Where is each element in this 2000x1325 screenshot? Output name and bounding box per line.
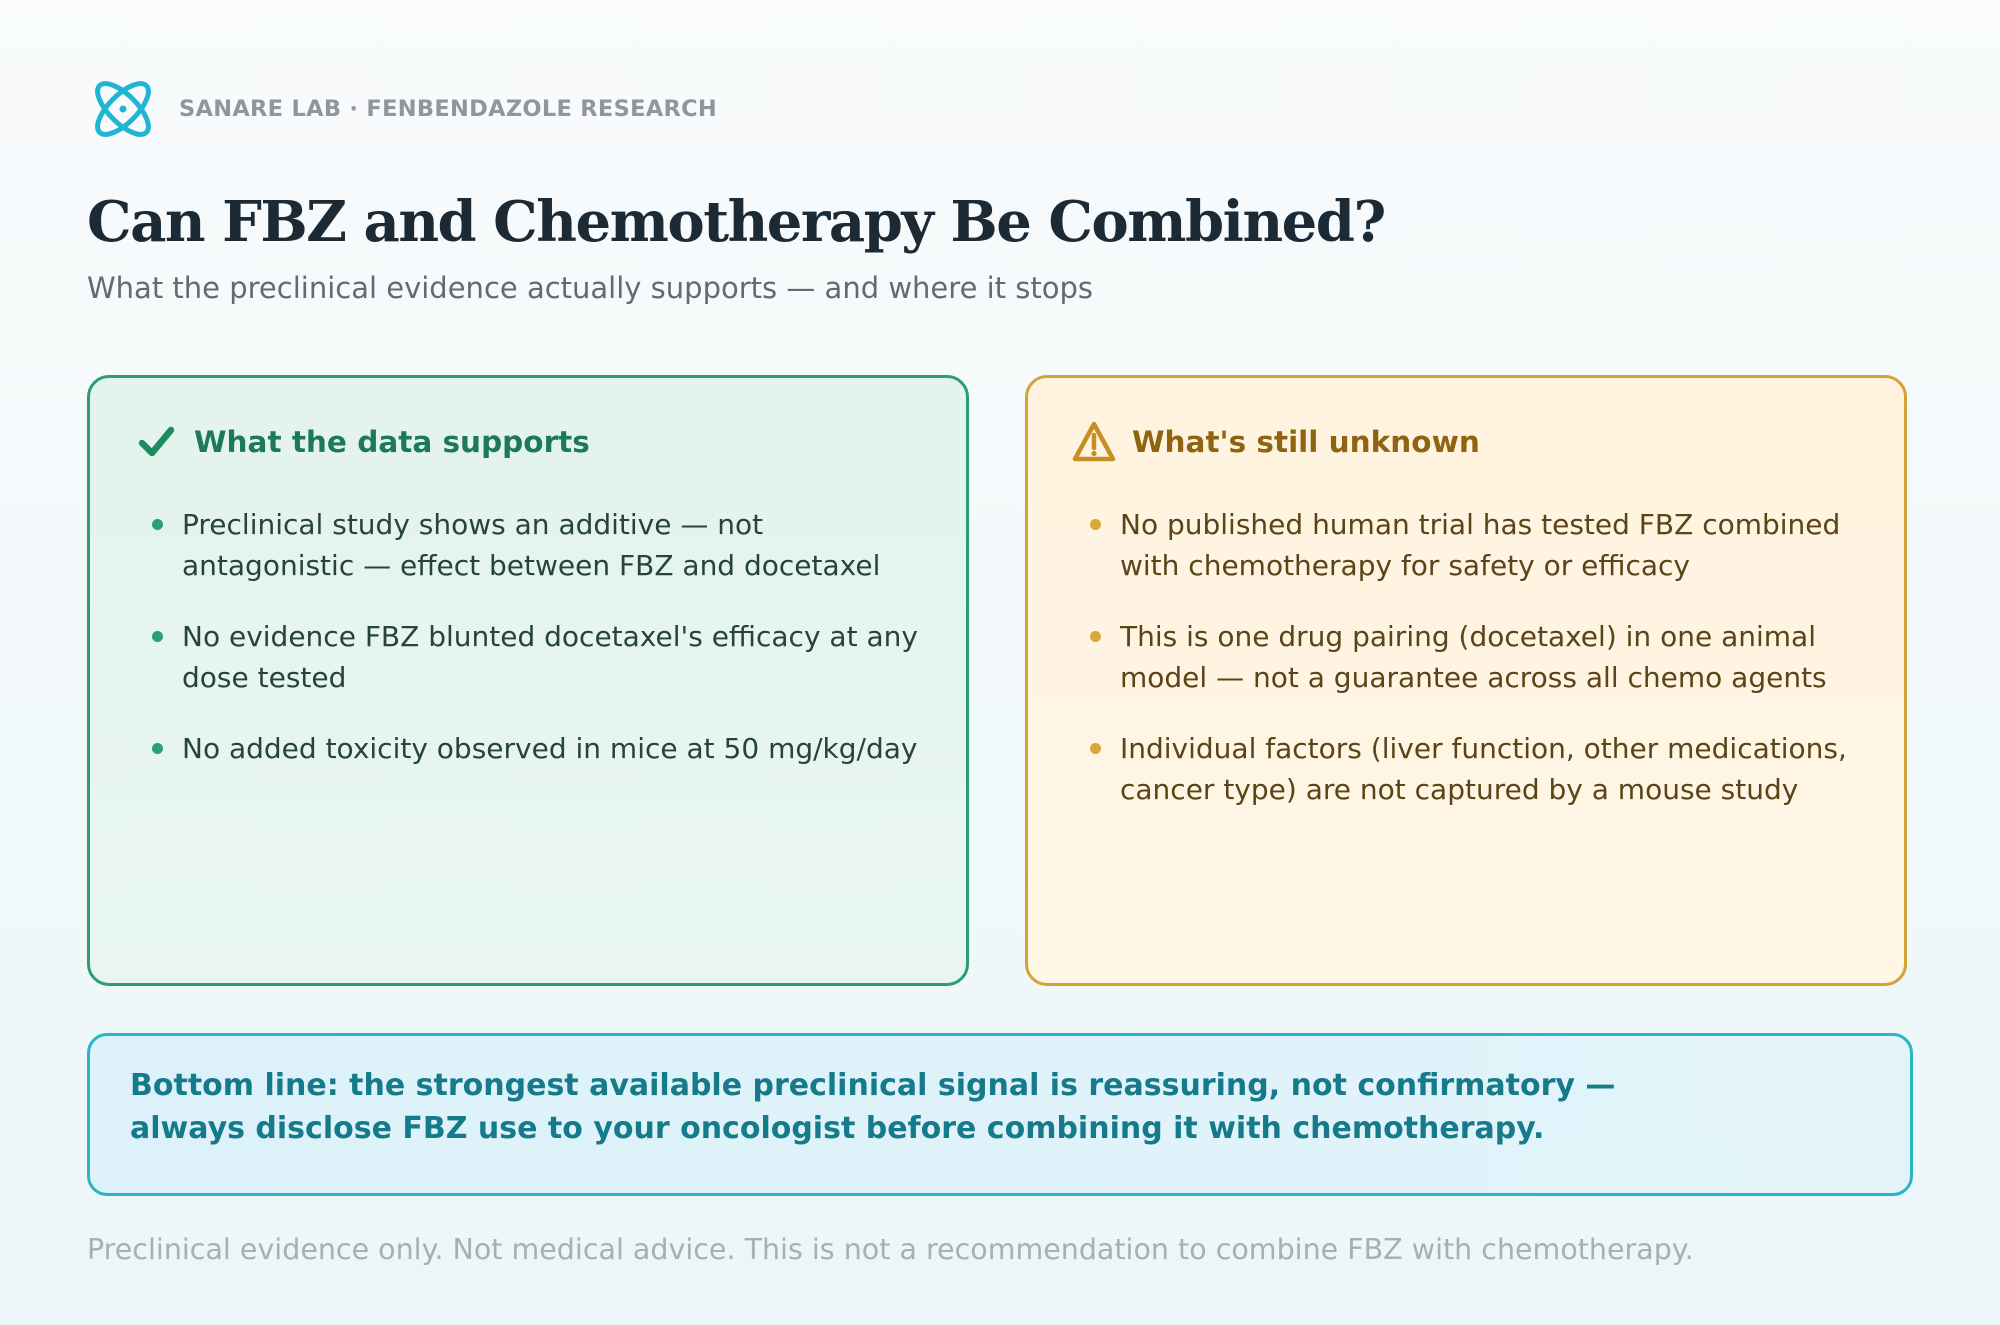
list-item-text: No added toxicity observed in mice at 50…: [182, 732, 918, 765]
checkmark-icon: [138, 426, 175, 457]
atom-icon: [95, 81, 151, 137]
supports-card-header: What the data supports: [134, 416, 922, 468]
brand-name: SANARE LAB · FENBENDAZOLE RESEARCH: [179, 96, 718, 122]
list-item-text: No published human trial has tested FBZ …: [1120, 508, 1841, 582]
bullet-dot: [152, 631, 163, 642]
list-item: No evidence FBZ blunted docetaxel's effi…: [152, 616, 922, 698]
bullet-dot: [152, 743, 163, 754]
supports-list: Preclinical study shows an additive — no…: [134, 504, 922, 769]
unknown-card-title: What's still unknown: [1132, 425, 1480, 459]
warning-triangle-icon: [1072, 421, 1116, 462]
list-item-text: Individual factors (liver function, othe…: [1120, 732, 1847, 806]
bottom-line-text: Bottom line: the strongest available pre…: [130, 1068, 1616, 1146]
brand-header: SANARE LAB · FENBENDAZOLE RESEARCH: [87, 73, 717, 145]
page-title: Can FBZ and Chemotherapy Be Combined?: [87, 189, 1386, 255]
bullet-dot: [152, 519, 163, 530]
list-item: This is one drug pairing (docetaxel) in …: [1090, 616, 1860, 698]
bullet-dot: [1090, 519, 1101, 530]
list-item: Individual factors (liver function, othe…: [1090, 728, 1860, 810]
unknown-card-header: What's still unknown: [1072, 416, 1860, 468]
list-item-text: No evidence FBZ blunted docetaxel's effi…: [182, 620, 918, 694]
supports-card-title: What the data supports: [194, 425, 590, 459]
list-item: No added toxicity observed in mice at 50…: [152, 728, 922, 769]
footer-disclaimer: Preclinical evidence only. Not medical a…: [87, 1233, 1694, 1266]
list-item: Preclinical study shows an additive — no…: [152, 504, 922, 586]
bottom-line-callout: Bottom line: the strongest available pre…: [87, 1033, 1913, 1196]
list-item-text: Preclinical study shows an additive — no…: [182, 508, 881, 582]
list-item-text: This is one drug pairing (docetaxel) in …: [1120, 620, 1827, 694]
bullet-dot: [1090, 631, 1101, 642]
page-subtitle: What the preclinical evidence actually s…: [87, 271, 1094, 305]
unknown-card: What's still unknown No published human …: [1025, 375, 1907, 986]
unknown-list: No published human trial has tested FBZ …: [1072, 504, 1860, 810]
bullet-dot: [1090, 743, 1101, 754]
supports-card: What the data supports Preclinical study…: [87, 375, 969, 986]
list-item: No published human trial has tested FBZ …: [1090, 504, 1860, 586]
